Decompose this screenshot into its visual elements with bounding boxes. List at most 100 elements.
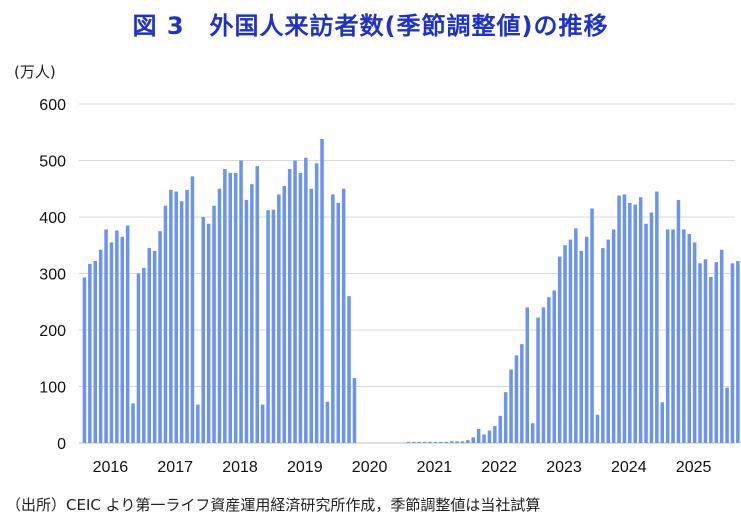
bar: [687, 233, 691, 443]
bar: [115, 230, 119, 443]
bar: [665, 229, 670, 443]
bar: [460, 441, 465, 443]
bar: [147, 248, 151, 443]
bar: [293, 160, 297, 443]
bar: [433, 441, 438, 443]
bar: [212, 205, 216, 443]
x-tick-label: 2019: [287, 459, 323, 476]
bar: [509, 369, 513, 443]
bar: [185, 189, 189, 443]
x-tick-label: 2016: [93, 459, 129, 476]
bar: [692, 242, 697, 443]
bar: [239, 160, 243, 443]
bar: [104, 229, 108, 443]
bar: [217, 188, 222, 443]
x-tick-label: 2018: [222, 459, 258, 476]
bar: [158, 231, 162, 444]
bar: [574, 228, 578, 443]
x-tick-label: 2025: [676, 459, 712, 476]
bar: [287, 168, 292, 444]
bar: [606, 239, 610, 443]
bar: [88, 263, 92, 443]
bar: [206, 223, 211, 443]
bar: [638, 197, 643, 443]
bar: [649, 212, 654, 443]
bar: [142, 267, 146, 443]
bar: [552, 290, 556, 443]
bar: [196, 404, 200, 443]
bar: [136, 273, 141, 443]
bar: [228, 172, 232, 443]
chart-title: 図 3 外国人来訪者数(季節調整値)の推移: [132, 12, 609, 40]
bar: [417, 441, 421, 443]
bar: [633, 204, 637, 443]
bar: [628, 202, 632, 444]
bar: [676, 200, 681, 443]
x-tick-label: 2021: [417, 459, 453, 476]
bar: [336, 202, 340, 444]
bars: [82, 139, 740, 444]
x-tick-label: 2024: [611, 459, 647, 476]
bar: [190, 176, 195, 443]
bar: [520, 344, 524, 444]
bar: [93, 261, 97, 443]
bar: [671, 229, 675, 443]
x-tick-label: 2020: [352, 459, 388, 476]
y-tick-label: 400: [39, 210, 66, 227]
bar: [223, 168, 227, 444]
bar: [476, 428, 481, 444]
bar: [439, 441, 443, 443]
bar: [547, 297, 551, 443]
bar: [493, 426, 497, 443]
bar: [163, 205, 168, 443]
bar: [595, 414, 600, 443]
bar: [498, 415, 502, 443]
bar: [98, 249, 103, 443]
bar: [250, 184, 254, 444]
y-tick-label: 600: [39, 97, 66, 114]
bar: [131, 403, 135, 443]
y-axis-unit-label: (万人): [14, 63, 56, 81]
bar: [412, 441, 416, 443]
bar-chart: 0 100 200 300 400 500 600 2016 2017 2018 2019 2020…: [39, 97, 741, 476]
bar: [682, 229, 686, 443]
bar: [352, 378, 357, 443]
bar: [714, 262, 718, 443]
bar: [579, 250, 583, 443]
bar: [622, 194, 627, 443]
bar: [233, 172, 238, 443]
bar: [422, 441, 427, 443]
bar: [703, 259, 708, 444]
bar: [266, 210, 270, 443]
bar: [525, 307, 529, 443]
bar: [244, 200, 249, 443]
bar: [82, 277, 87, 443]
y-tick-label: 0: [57, 436, 66, 453]
bar: [449, 441, 454, 443]
bar: [655, 191, 659, 443]
bar: [601, 248, 605, 443]
bar: [169, 189, 173, 443]
bar: [709, 276, 713, 443]
bar: [428, 441, 432, 443]
bar: [152, 250, 157, 443]
bar: [698, 263, 702, 443]
bar: [471, 437, 475, 443]
bar: [298, 172, 303, 443]
bar: [536, 317, 540, 443]
y-axis-ticks: 0 100 200 300 400 500 600: [39, 97, 66, 453]
bar: [444, 441, 448, 443]
bar: [109, 242, 114, 443]
bar: [590, 208, 594, 443]
bar: [487, 430, 492, 443]
bar: [584, 236, 589, 443]
bar: [260, 404, 265, 443]
bar: [201, 217, 205, 443]
bar: [331, 194, 335, 443]
bar: [557, 256, 562, 443]
bar: [341, 188, 346, 443]
bar: [309, 188, 313, 443]
bar: [466, 440, 470, 443]
bar: [482, 434, 486, 443]
bar: [611, 229, 616, 443]
